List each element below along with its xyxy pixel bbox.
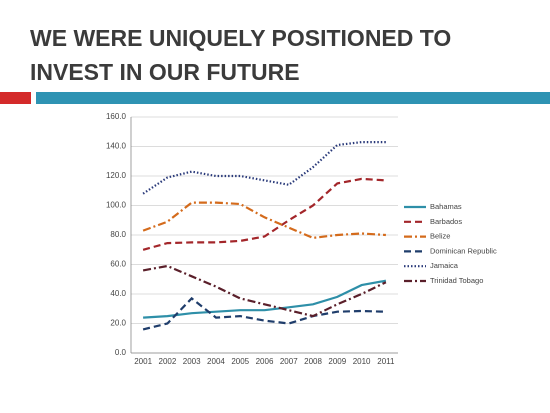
series-line bbox=[142, 264, 387, 318]
series-line bbox=[142, 296, 386, 331]
y-tick-label: 40.0 bbox=[110, 289, 126, 298]
y-tick-label: 160.0 bbox=[106, 112, 127, 121]
legend-label: Trinidad Tobago bbox=[430, 276, 483, 285]
series-line bbox=[143, 279, 387, 319]
y-tick-label: 80.0 bbox=[110, 230, 126, 239]
legend-label: Dominican Republic bbox=[430, 246, 497, 255]
legend-label: Jamaica bbox=[430, 261, 459, 270]
x-tick-label: 2007 bbox=[280, 357, 298, 366]
x-tick-label: 2008 bbox=[304, 357, 322, 366]
x-tick-label: 2011 bbox=[377, 357, 395, 366]
x-tick-label: 2005 bbox=[231, 357, 249, 366]
series-line bbox=[142, 141, 386, 195]
y-tick-label: 140.0 bbox=[106, 142, 127, 151]
y-tick-label: 60.0 bbox=[110, 260, 126, 269]
y-tick-label: 0.0 bbox=[115, 348, 127, 357]
legend-label: Bahamas bbox=[430, 202, 462, 211]
y-tick-label: 100.0 bbox=[106, 201, 127, 210]
slide-title-line: WE WERE UNIQUELY POSITIONED TO bbox=[30, 25, 451, 51]
x-tick-label: 2002 bbox=[159, 357, 177, 366]
x-tick-label: 2003 bbox=[183, 357, 201, 366]
series-line bbox=[142, 201, 386, 240]
y-tick-label: 120.0 bbox=[106, 171, 127, 180]
series-line bbox=[142, 177, 386, 251]
legend-label: Barbados bbox=[430, 217, 462, 226]
x-tick-label: 2001 bbox=[134, 357, 152, 366]
accent-red bbox=[0, 92, 31, 104]
x-tick-label: 2009 bbox=[328, 357, 346, 366]
accent-bar bbox=[36, 92, 550, 104]
x-tick-label: 2010 bbox=[353, 357, 371, 366]
y-tick-label: 20.0 bbox=[110, 319, 126, 328]
slide-title-line: INVEST IN OUR FUTURE bbox=[30, 59, 300, 85]
x-tick-label: 2006 bbox=[256, 357, 274, 366]
x-tick-label: 2004 bbox=[207, 357, 225, 366]
legend-label: Belize bbox=[430, 232, 450, 241]
